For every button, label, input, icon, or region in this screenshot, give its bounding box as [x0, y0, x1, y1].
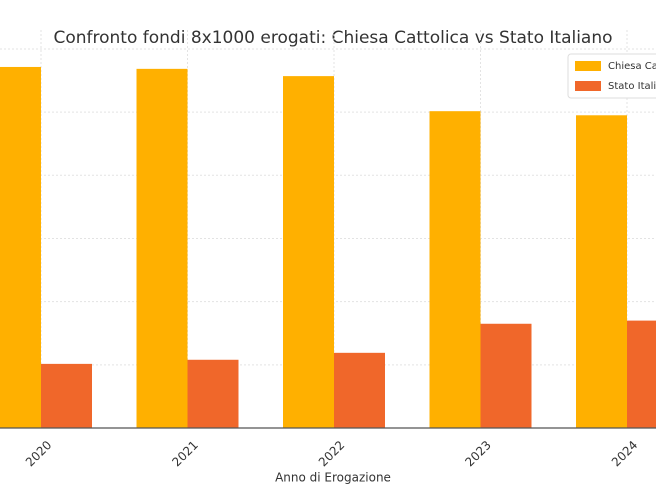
x-axis-label: Anno di Erogazione: [275, 471, 391, 485]
legend-label: Stato Italiano: [608, 81, 656, 92]
bar: [187, 359, 239, 428]
bar: [576, 115, 627, 429]
x-tick-label: 2021: [169, 438, 200, 469]
bar: [0, 66, 41, 428]
bar: [480, 323, 532, 428]
bar: [627, 320, 656, 428]
bar: [136, 68, 188, 428]
legend-swatch: [575, 61, 601, 71]
x-tick-label: 2023: [462, 438, 493, 469]
legend-label: Chiesa Cattolica: [608, 61, 656, 72]
x-tick-label: 2022: [316, 438, 347, 469]
legend: Chiesa Cattolica Stato Italiano: [567, 53, 656, 99]
legend-swatch: [575, 81, 601, 91]
chart-title: Confronto fondi 8x1000 erogati: Chiesa C…: [53, 28, 612, 48]
x-tick-label: 2024: [609, 438, 640, 469]
bar: [41, 363, 92, 428]
bar: [283, 76, 334, 428]
bar: [429, 111, 481, 428]
bar: [334, 352, 385, 428]
x-tick-label: 2020: [23, 438, 54, 469]
